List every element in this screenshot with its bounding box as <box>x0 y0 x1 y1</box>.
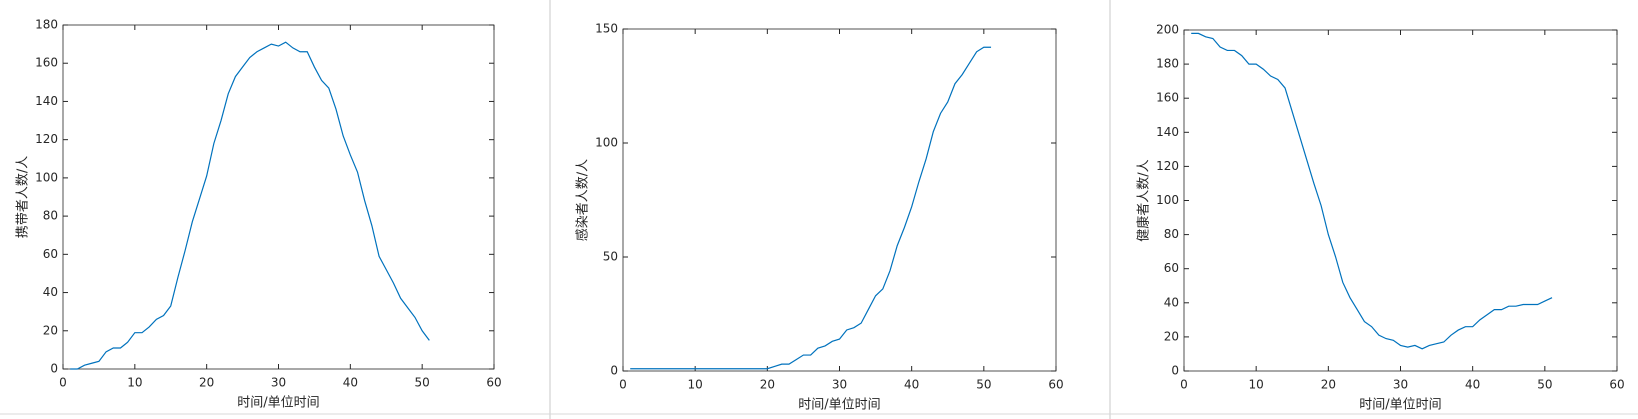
x-tick-label: 60 <box>486 376 501 390</box>
x-tick-label: 40 <box>1465 378 1480 392</box>
x-tick-label: 10 <box>127 376 142 390</box>
x-tick-label: 60 <box>1048 378 1063 392</box>
y-tick-label: 200 <box>1156 23 1179 37</box>
y-tick-label: 140 <box>35 94 58 108</box>
data-line <box>630 46 992 370</box>
y-tick-label: 150 <box>595 22 618 36</box>
y-tick-label: 100 <box>595 136 618 150</box>
x-tick-label: 20 <box>760 378 775 392</box>
y-tick-label: 80 <box>1164 227 1179 241</box>
y-tick-label: 40 <box>43 285 58 299</box>
x-tick-label: 50 <box>1537 378 1552 392</box>
y-tick-label: 0 <box>610 364 618 378</box>
y-tick-label: 20 <box>1164 329 1179 343</box>
y-tick-label: 120 <box>1156 159 1179 173</box>
axes-box <box>622 28 1057 372</box>
y-tick-label: 0 <box>1171 364 1179 378</box>
x-tick-label: 20 <box>199 376 214 390</box>
y-tick-label: 180 <box>35 18 58 32</box>
y-tick-label: 50 <box>603 250 618 264</box>
x-axis-label: 时间/单位时间 <box>237 396 319 411</box>
y-tick-label: 100 <box>35 170 58 184</box>
x-tick-label: 50 <box>976 378 991 392</box>
x-tick-label: 20 <box>1321 378 1336 392</box>
data-line <box>1191 32 1553 350</box>
y-tick-label: 160 <box>1156 91 1179 105</box>
y-tick-label: 20 <box>43 323 58 337</box>
x-tick-label: 40 <box>904 378 919 392</box>
x-tick-label: 30 <box>832 378 847 392</box>
y-axis-label: 携带者人数/人 <box>15 156 31 238</box>
y-tick-label: 140 <box>1156 125 1179 139</box>
x-tick-label: 40 <box>343 376 358 390</box>
x-axis-label: 时间/单位时间 <box>798 398 880 413</box>
y-tick-label: 80 <box>43 209 58 223</box>
y-tick-label: 180 <box>1156 57 1179 71</box>
y-tick-label: 120 <box>35 132 58 146</box>
x-tick-label: 0 <box>59 376 67 390</box>
x-tick-label: 10 <box>1249 378 1264 392</box>
y-axis-label: 健康者人数/人 <box>1136 159 1152 241</box>
y-tick-label: 40 <box>1164 295 1179 309</box>
y-tick-label: 100 <box>1156 193 1179 207</box>
x-tick-label: 0 <box>619 378 627 392</box>
data-line <box>70 41 430 370</box>
axes-box <box>1183 29 1618 372</box>
y-tick-label: 60 <box>1164 261 1179 275</box>
x-tick-label: 30 <box>1393 378 1408 392</box>
y-tick-label: 60 <box>43 247 58 261</box>
y-tick-label: 0 <box>50 362 58 376</box>
x-tick-label: 30 <box>271 376 286 390</box>
y-tick-label: 160 <box>35 56 58 70</box>
axes-box <box>62 24 495 370</box>
x-tick-label: 0 <box>1180 378 1188 392</box>
x-tick-label: 10 <box>688 378 703 392</box>
x-tick-label: 50 <box>415 376 430 390</box>
x-tick-label: 60 <box>1609 378 1624 392</box>
y-axis-label: 感染者人数/人 <box>575 159 591 241</box>
x-axis-label: 时间/单位时间 <box>1359 398 1441 413</box>
